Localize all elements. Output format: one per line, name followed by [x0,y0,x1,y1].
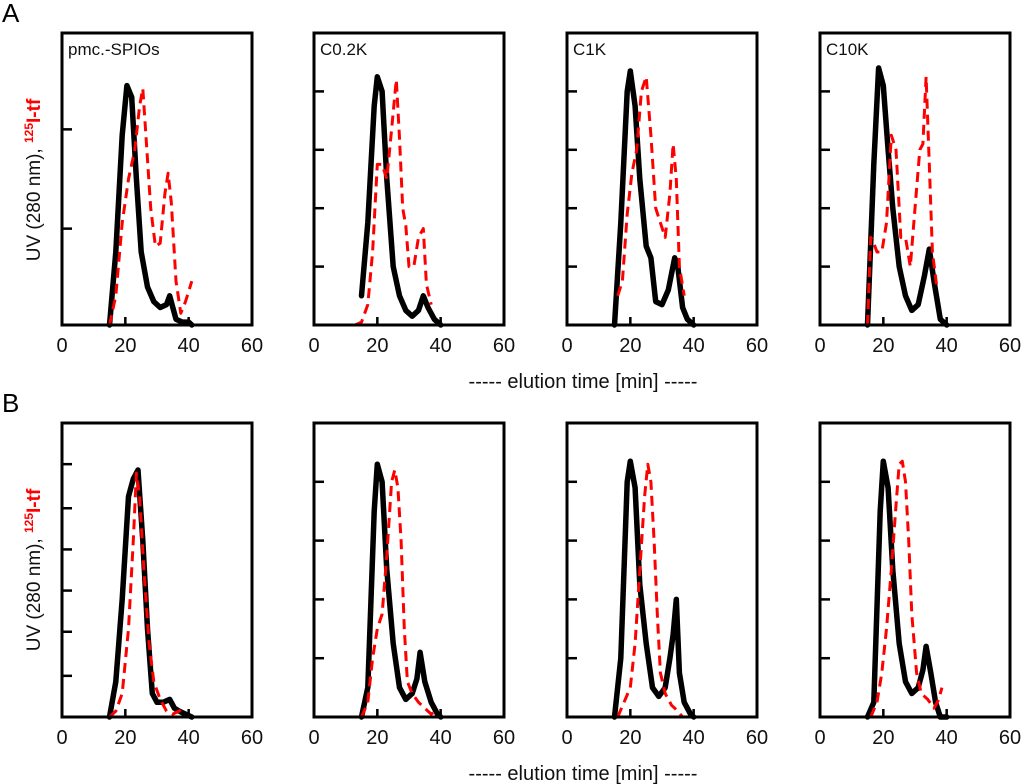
x-tick-label: 20 [872,335,894,357]
series-uv-line [358,461,444,720]
x-tick-label: 20 [366,335,388,357]
series-iodine-tf-line [866,75,939,326]
y-axis-label: UV (280 nm), 125I-tf [22,488,45,651]
panel-title: C1K [573,40,607,59]
x-axis-label: ----- elution time [min] ----- [469,371,698,393]
row-label: B [2,388,19,418]
series-uv-line [864,458,950,720]
x-tick-label: 60 [999,727,1021,749]
panel-frame [818,421,1012,719]
panel-A2: 0 20 40 60 C0.2K [308,31,515,357]
series-uv-line [611,68,697,328]
series-iodine-tf-line [108,471,186,719]
row-label: A [2,0,20,28]
x-tick-label: 0 [308,335,319,357]
x-axis-label: ----- elution time [min] ----- [469,763,698,784]
series-iodine-tf-line [360,468,437,718]
panel-A4: 0 20 40 60 C10K [814,31,1021,357]
x-tick-label: 60 [746,335,768,357]
y-axis-label-tf: I-tf [24,98,45,123]
series-uv-line [106,467,195,720]
x-tick-label: 40 [178,727,200,749]
panel-B4: 0 20 40 60 [814,421,1021,749]
y-axis-label-isotope: 125 [22,513,36,533]
x-tick-label: 20 [114,727,136,749]
x-tick-label: 0 [308,727,319,749]
panel-B3: 0 20 40 60 [561,421,768,749]
panel-frame [60,31,254,327]
panel-frame [565,421,759,719]
series-uv-line [106,82,195,328]
panel-frame [60,421,254,719]
panel-A3: 0 20 40 60 C1K [561,31,768,357]
figure-row-B: B UV (280 nm), 125I-tf ----- elution time … [2,388,1021,784]
x-tick-label: 20 [114,335,136,357]
series-uv-line [864,65,950,328]
y-axis-label-isotope: 125 [22,123,36,143]
x-tick-label: 20 [872,727,894,749]
series-iodine-tf-line [616,75,686,297]
y-axis-label-tf: I-tf [24,488,45,513]
y-axis-label: UV (280 nm), 125I-tf [22,98,45,261]
series-iodine-tf-line [616,462,684,718]
x-tick-label: 40 [936,727,958,749]
panel-title: C10K [826,40,869,59]
x-tick-label: 60 [241,727,263,749]
panel-frame [312,31,506,327]
panel-B1: 0 20 40 60 [56,421,263,749]
x-tick-label: 20 [619,727,641,749]
x-tick-label: 0 [814,335,825,357]
panel-frame [565,31,759,327]
figure-row-A: A UV (280 nm), 125I-tf ----- elution time … [2,0,1021,393]
x-tick-label: 20 [619,335,641,357]
y-axis-label-uv: UV (280 nm), [24,533,45,651]
x-tick-label: 40 [430,335,452,357]
x-tick-label: 0 [814,727,825,749]
x-tick-label: 0 [56,335,67,357]
panel-title: pmc.-SPIOs [68,40,160,59]
x-tick-label: 40 [683,727,705,749]
x-tick-label: 60 [746,727,768,749]
y-axis-label-uv: UV (280 nm), [24,143,45,261]
x-tick-label: 40 [178,335,200,357]
x-tick-label: 40 [936,335,958,357]
series-uv-line [611,458,697,720]
x-tick-label: 60 [493,335,515,357]
x-tick-label: 0 [56,727,67,749]
panel-frame [818,31,1012,327]
panel-A1: 0 20 40 60 pmc.-SPIOs [56,31,263,357]
series-uv-line [358,74,444,328]
panel-B2: 0 20 40 60 [308,421,515,749]
panel-frame [312,421,506,719]
x-tick-label: 60 [241,335,263,357]
series-iodine-tf-line [354,78,433,327]
x-tick-label: 40 [430,727,452,749]
x-tick-label: 60 [999,335,1021,357]
x-tick-label: 20 [366,727,388,749]
x-tick-label: 40 [683,335,705,357]
series-iodine-tf-line [869,459,944,718]
x-tick-label: 0 [561,727,572,749]
x-tick-label: 60 [493,727,515,749]
x-tick-label: 0 [561,335,572,357]
panel-title: C0.2K [320,40,368,59]
